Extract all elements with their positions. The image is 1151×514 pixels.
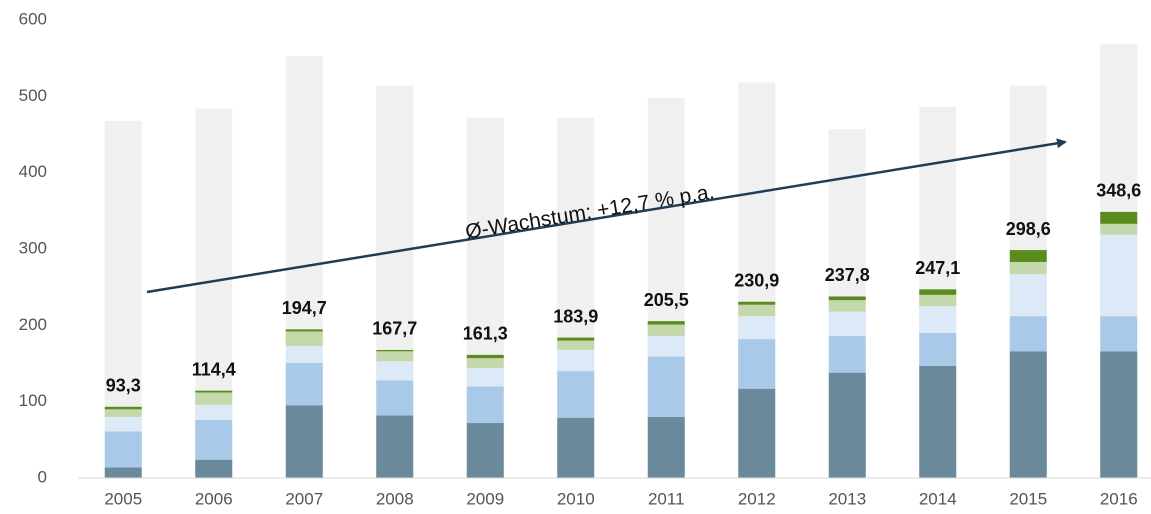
y-tick-label: 500 xyxy=(19,86,47,105)
bar-segment xyxy=(376,349,414,352)
bar-segment xyxy=(104,409,142,417)
total-label: 167,7 xyxy=(372,319,417,339)
bar-segment xyxy=(1100,211,1138,224)
total-label: 114,4 xyxy=(192,359,236,379)
bar-segment xyxy=(647,321,685,325)
total-label: 194,7 xyxy=(282,298,327,318)
bar-segment xyxy=(919,332,957,366)
total-label: 247,1 xyxy=(915,258,960,278)
bar-segment xyxy=(104,416,142,432)
bar-segment xyxy=(557,417,595,478)
bar-segment xyxy=(285,405,323,478)
y-tick-label: 0 xyxy=(38,467,47,486)
bar-segment xyxy=(1009,261,1047,275)
bar-segment xyxy=(557,337,595,341)
bar-segment xyxy=(1009,250,1047,262)
bar-segment xyxy=(466,358,504,369)
x-tick-label: 2016 xyxy=(1100,489,1138,508)
total-label: 237,8 xyxy=(825,265,870,285)
x-tick-label: 2007 xyxy=(285,489,323,508)
bar-segment xyxy=(1100,316,1138,352)
bar-segment xyxy=(557,349,595,372)
bar-segment xyxy=(557,371,595,418)
bar-segment xyxy=(195,404,233,420)
total-label: 230,9 xyxy=(734,270,779,290)
x-tick-label: 2010 xyxy=(557,489,595,508)
bar-segment xyxy=(919,289,957,295)
x-tick-label: 2014 xyxy=(919,489,957,508)
y-tick-label: 600 xyxy=(19,9,47,28)
bar-segment xyxy=(466,354,504,359)
bar-segment xyxy=(376,351,414,362)
bar-segment xyxy=(557,340,595,350)
x-tick-label: 2008 xyxy=(376,489,414,508)
bar-segment xyxy=(285,329,323,332)
bar-segment xyxy=(1100,223,1138,235)
bar-segment xyxy=(1009,274,1047,317)
x-tick-label: 2015 xyxy=(1009,489,1047,508)
bar-segment xyxy=(466,423,504,478)
bar-segment xyxy=(195,459,233,478)
total-label: 205,5 xyxy=(644,290,689,310)
bar-segment xyxy=(828,311,866,337)
bar-segment xyxy=(104,431,142,468)
bar-segment xyxy=(285,362,323,406)
bar-segment xyxy=(1100,351,1138,478)
bar-segment xyxy=(828,296,866,301)
bar-segment xyxy=(647,324,685,337)
x-tick-label: 2005 xyxy=(104,489,142,508)
bar-segment xyxy=(466,386,504,424)
bar-segment xyxy=(738,316,776,340)
bar-segment xyxy=(195,392,233,405)
bar-segment xyxy=(828,300,866,312)
y-tick-label: 400 xyxy=(19,162,47,181)
y-tick-label: 300 xyxy=(19,238,47,257)
x-tick-label: 2006 xyxy=(195,489,233,508)
total-label: 298,6 xyxy=(1006,219,1051,239)
y-tick-label: 100 xyxy=(19,391,47,410)
total-label: 348,6 xyxy=(1096,181,1141,201)
x-tick-label: 2012 xyxy=(738,489,776,508)
y-tick-label: 200 xyxy=(19,315,47,334)
bar-segment xyxy=(738,301,776,305)
growth-arrow xyxy=(146,138,1067,294)
x-tick-label: 2013 xyxy=(828,489,866,508)
bar-segment xyxy=(828,372,866,478)
bar-segment xyxy=(1009,351,1047,478)
bar-segment xyxy=(738,339,776,389)
bar-segment xyxy=(376,361,414,381)
bar-segment xyxy=(919,306,957,333)
bar-segment xyxy=(919,294,957,307)
bar-segment xyxy=(647,356,685,417)
total-label: 93,3 xyxy=(106,376,141,396)
x-tick-label: 2009 xyxy=(466,489,504,508)
bar-segment xyxy=(1100,234,1138,317)
bar-segment xyxy=(195,390,233,393)
bar-segment xyxy=(285,345,323,363)
bar-segment xyxy=(285,331,323,346)
total-label: 161,3 xyxy=(463,324,508,344)
bar-segment xyxy=(828,336,866,373)
bar-segment xyxy=(1009,316,1047,352)
bar-segment xyxy=(195,419,233,460)
x-tick-label: 2011 xyxy=(648,489,685,508)
bar-segment xyxy=(919,365,957,478)
bar-segment xyxy=(376,415,414,478)
total-label: 183,9 xyxy=(553,306,598,326)
bar-segment xyxy=(376,380,414,416)
bar-segment xyxy=(647,336,685,357)
bar-segment xyxy=(738,304,776,317)
bar-segment xyxy=(104,406,142,410)
bar-segment xyxy=(647,416,685,478)
bar-segment xyxy=(738,388,776,478)
bar-segment xyxy=(466,368,504,387)
bar-segment xyxy=(104,467,142,478)
